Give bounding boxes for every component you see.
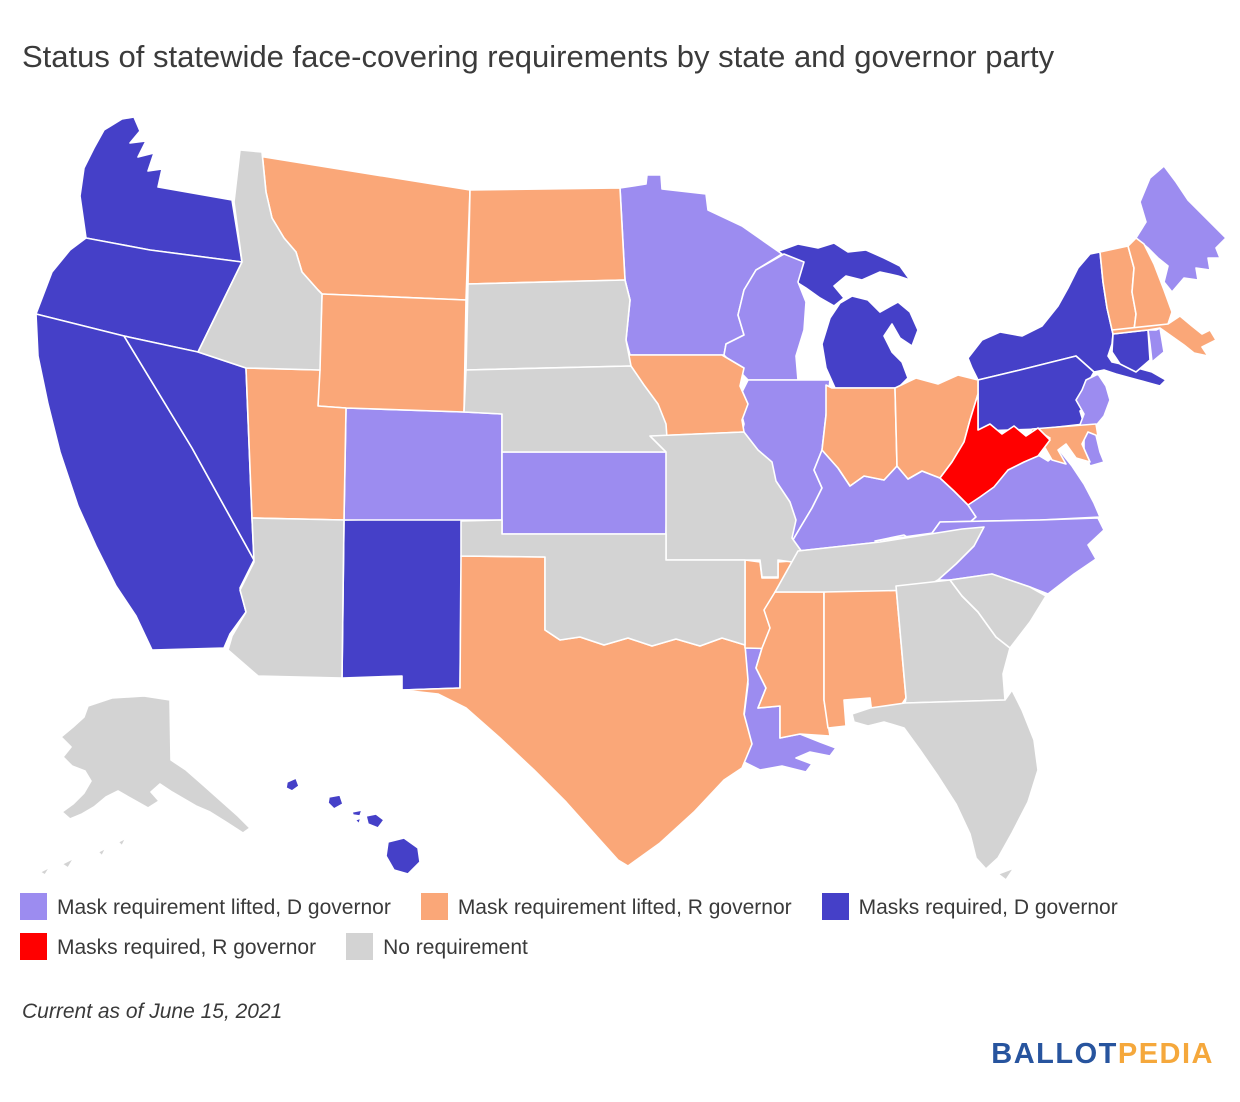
state-hi[interactable]: Hawaii (351, 809, 363, 817)
state-ks[interactable]: Kansas (501, 451, 669, 535)
state-tn[interactable]: Tennessee (774, 526, 985, 593)
state-ma[interactable]: Massachusetts (1111, 315, 1217, 357)
state-co[interactable]: Colorado (343, 407, 503, 521)
state-hi[interactable]: Hawaii (365, 813, 385, 829)
us-choropleth-map: WashingtonOregonCaliforniaNevadaNew Mexi… (0, 110, 1240, 890)
state-wa[interactable]: Washington (79, 116, 243, 263)
state-ak[interactable]: Alaska (97, 847, 107, 857)
legend-label-required-d: Masks required, D governor (858, 896, 1118, 919)
state-wy[interactable]: Wyoming (317, 293, 467, 413)
legend-swatch-none (346, 933, 374, 960)
ballotpedia-logo: BALLOTPEDIA (991, 1038, 1214, 1071)
state-hi[interactable]: Hawaii (327, 794, 344, 810)
state-hi[interactable]: Hawaii (354, 817, 362, 825)
state-fl[interactable]: Florida (997, 867, 1015, 881)
state-nd[interactable]: North Dakota (467, 187, 626, 285)
map-canvas: WashingtonOregonCaliforniaNevadaNew Mexi… (35, 116, 1227, 881)
state-me[interactable]: Maine (1135, 165, 1227, 293)
state-ak[interactable]: Alaska (39, 866, 51, 876)
legend-swatch-lifted-d (20, 893, 47, 920)
state-nm[interactable]: New Mexico (341, 517, 463, 691)
legend-swatch-lifted-r (420, 893, 448, 920)
state-az[interactable]: Arizona (227, 517, 345, 679)
state-ak[interactable]: Alaska (60, 695, 251, 834)
state-in[interactable]: Indiana (821, 384, 898, 487)
state-hi[interactable]: Hawaii (385, 837, 421, 875)
state-fl[interactable]: Florida (851, 689, 1039, 870)
state-id[interactable]: Idaho (197, 149, 323, 371)
logo-text-pedia: PEDIA (1117, 1038, 1214, 1070)
state-ak[interactable]: Alaska (61, 857, 75, 869)
state-ok[interactable]: Oklahoma (460, 519, 746, 647)
state-wv[interactable]: West Virginia (939, 393, 1051, 506)
page-title: Status of statewide face-covering requir… (22, 38, 1055, 74)
legend-label-required-r: Masks required, R governor (57, 936, 317, 959)
state-ak[interactable]: Alaska (117, 837, 127, 847)
legend-swatch-required-d (821, 893, 849, 920)
logo-text-ballot: BALLOT (991, 1038, 1118, 1070)
legend-label-lifted-r: Mask requirement lifted, R governor (457, 896, 792, 919)
current-as-of-note: Current as of June 15, 2021 (22, 1000, 283, 1023)
legend-label-lifted-d: Mask requirement lifted, D governor (57, 896, 391, 919)
legend-swatch-required-r (20, 933, 47, 960)
state-sd[interactable]: South Dakota (465, 279, 632, 371)
legend-label-none: No requirement (383, 936, 528, 959)
state-sc[interactable]: South Carolina (949, 573, 1047, 649)
map-legend: Mask requirement lifted, D governor Mask … (20, 888, 1170, 968)
states-layer: WashingtonOregonCaliforniaNevadaNew Mexi… (35, 116, 1227, 881)
state-mi[interactable]: Michigan (821, 295, 919, 389)
state-hi[interactable]: Hawaii (285, 777, 300, 792)
